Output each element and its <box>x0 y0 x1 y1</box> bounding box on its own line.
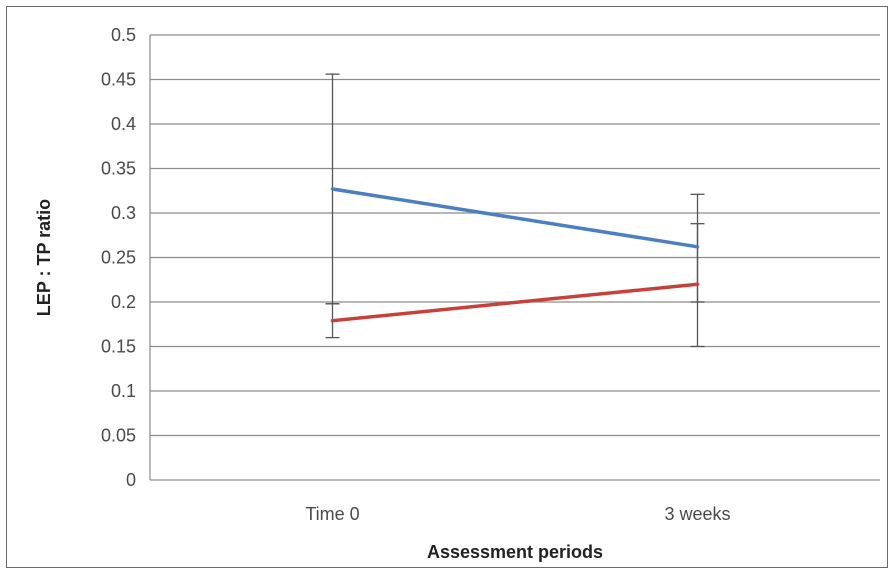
x-tick-label: Time 0 <box>305 504 359 524</box>
y-tick-label: 0.4 <box>111 114 136 134</box>
y-tick-label: 0.5 <box>111 25 136 45</box>
y-tick-label: 0.35 <box>101 159 136 179</box>
gridlines <box>149 34 880 481</box>
series-line-1 <box>330 187 700 249</box>
chart-frame <box>6 6 888 568</box>
y-tick-label: 0.3 <box>111 203 136 223</box>
series-lines <box>330 187 700 323</box>
y-tick-label: 0.15 <box>101 337 136 357</box>
series-line-2 <box>330 282 700 323</box>
x-tick-labels: Time 0 3 weeks <box>305 504 730 524</box>
y-tick-label: 0.1 <box>111 381 136 401</box>
error-bars <box>325 73 705 348</box>
y-tick-label: 0.05 <box>101 426 136 446</box>
x-tick-label: 3 weeks <box>664 504 730 524</box>
y-tick-label: 0.2 <box>111 292 136 312</box>
x-axis-title: Assessment periods <box>427 542 603 562</box>
y-tick-labels: 0 0.05 0.1 0.15 0.2 0.25 0.3 0.35 0.4 0.45 0.5 <box>101 25 136 490</box>
y-axis-title: LEP : TP ratio <box>34 199 54 316</box>
y-tick-label: 0.25 <box>101 248 136 268</box>
y-tick-label: 0 <box>126 470 136 490</box>
y-tick-label: 0.45 <box>101 70 136 90</box>
